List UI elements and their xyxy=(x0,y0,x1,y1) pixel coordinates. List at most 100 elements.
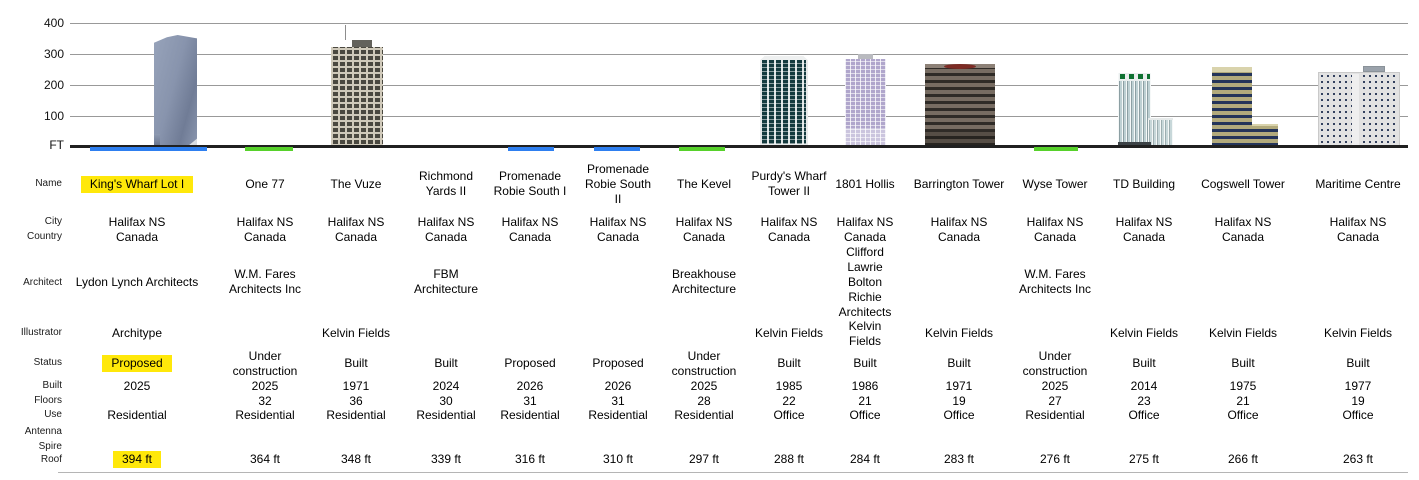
cell-city: Halifax NS xyxy=(67,215,207,230)
cell-roof: 339 ft xyxy=(404,451,488,468)
building-name[interactable]: The Kevel xyxy=(676,176,732,191)
base-section xyxy=(1118,142,1151,146)
cell-name: Barrington Tower xyxy=(903,160,1015,208)
table-row-label-roof: Roof xyxy=(40,454,62,465)
cell-architect: FBM Architecture xyxy=(404,243,488,321)
building-illustration-kings-wharf-lot-1[interactable] xyxy=(154,35,197,146)
gridline xyxy=(70,54,1408,55)
cell-text: Under construction xyxy=(1022,348,1088,378)
cell-name: King's Wharf Lot I xyxy=(67,160,207,208)
cell-floors: 23 xyxy=(1099,394,1189,409)
cell-country: Canada xyxy=(903,230,1015,245)
table-row-label-country: Country xyxy=(26,231,62,242)
cell-name: 1801 Hollis xyxy=(833,160,898,208)
table-row-label-architect: Architect xyxy=(23,277,62,288)
cell-built: 1985 xyxy=(750,379,828,394)
building-name[interactable]: Promenade Robie South I xyxy=(493,169,567,198)
cell-roof: 276 ft xyxy=(1018,451,1092,468)
cell-architect: W.M. Fares Architects Inc xyxy=(228,243,302,321)
cell-status: Proposed xyxy=(492,348,568,379)
cell-text: 288 ft xyxy=(773,452,805,466)
cell-name: TD Building xyxy=(1099,160,1189,208)
building-illustration-cogswell-tower[interactable] xyxy=(1212,67,1278,146)
cell-text: Kelvin Fields xyxy=(1323,326,1393,340)
cell-text: Office xyxy=(1128,408,1160,422)
cell-text: 2025 xyxy=(1041,379,1069,393)
cell-built: 2014 xyxy=(1099,379,1189,394)
cell-country: Canada xyxy=(492,230,568,245)
cell-text: Canada xyxy=(1336,230,1380,244)
building-name[interactable]: One 77 xyxy=(245,176,285,191)
cell-name: One 77 xyxy=(228,160,302,208)
cell-text: Halifax NS xyxy=(236,215,294,229)
cell-status: Built xyxy=(1193,348,1293,379)
cell-text: 1971 xyxy=(342,379,370,393)
cell-text: 310 ft xyxy=(602,452,634,466)
building-name[interactable]: 1801 Hollis xyxy=(835,176,895,191)
cell-text: Kelvin Fields xyxy=(924,326,994,340)
cell-text: 2026 xyxy=(604,379,632,393)
cell-built: 2026 xyxy=(580,379,656,394)
table-row-label-status: Status xyxy=(33,357,62,368)
cell-architect: Clifford Lawrie Bolton Richie Architects xyxy=(833,243,898,321)
cell-text: Canada xyxy=(682,230,726,244)
cell-floors: 22 xyxy=(750,394,828,409)
cell-use: Office xyxy=(903,408,1015,423)
building-name[interactable]: Barrington Tower xyxy=(913,176,1005,191)
cell-text: Residential xyxy=(500,408,560,422)
status-underline-under-construction xyxy=(245,147,293,151)
cell-text: 283 ft xyxy=(943,452,975,466)
building-illustration-barrington-tower[interactable] xyxy=(925,64,995,146)
cell-floors: 27 xyxy=(1018,394,1092,409)
building-name[interactable]: TD Building xyxy=(1112,176,1176,191)
building-illustration-td-building[interactable] xyxy=(1118,73,1173,146)
cell-city: Halifax NS xyxy=(492,215,568,230)
rooftop-mechanical xyxy=(1363,66,1385,72)
building-name[interactable]: Cogswell Tower xyxy=(1201,176,1285,191)
cell-built: 2024 xyxy=(404,379,488,394)
building-name[interactable]: Promenade Robie South II xyxy=(584,161,652,206)
cell-roof: 310 ft xyxy=(580,451,656,468)
cell-text: Halifax NS xyxy=(108,215,166,229)
cell-architect: Lydon Lynch Architects xyxy=(67,243,207,321)
cell-text: 23 xyxy=(1137,394,1151,408)
cell-text: Halifax NS xyxy=(675,215,733,229)
cell-text: Canada xyxy=(508,230,552,244)
bottom-divider xyxy=(58,472,1408,473)
cell-status: Proposed xyxy=(67,348,207,379)
cell-text: 1971 xyxy=(945,379,973,393)
cell-illustrator: Kelvin Fields xyxy=(750,318,828,349)
building-name[interactable]: Richmond Yards II xyxy=(418,169,474,198)
cell-city: Halifax NS xyxy=(404,215,488,230)
cell-text: Built xyxy=(1132,356,1156,370)
building-illustration-purdys-wharf-tower-2[interactable] xyxy=(760,56,808,146)
cell-text: Kelvin Fields xyxy=(1208,326,1278,340)
building-name[interactable]: The Vuze xyxy=(330,176,382,191)
building-name[interactable]: King's Wharf Lot I xyxy=(80,175,194,193)
cell-country: Canada xyxy=(228,230,302,245)
cell-text: Halifax NS xyxy=(760,215,818,229)
cell-city: Halifax NS xyxy=(228,215,302,230)
cell-text: 32 xyxy=(258,394,272,408)
annex-wing xyxy=(1148,118,1173,146)
cell-text: 36 xyxy=(349,394,363,408)
cell-roof: 266 ft xyxy=(1193,451,1293,468)
building-illustration-the-vuze[interactable] xyxy=(331,25,383,146)
cell-text: Canada xyxy=(937,230,981,244)
cell-name: Cogswell Tower xyxy=(1193,160,1293,208)
building-name[interactable]: Purdy's Wharf Tower II xyxy=(751,169,827,198)
building-illustration-maritime-centre[interactable] xyxy=(1318,66,1400,146)
cell-text: Residential xyxy=(326,408,386,422)
cell-text: 22 xyxy=(782,394,796,408)
cell-illustrator: Architype xyxy=(67,318,207,349)
cell-floors: 36 xyxy=(311,394,401,409)
status-underline-proposed xyxy=(90,147,207,151)
rooftop-mechanical xyxy=(858,54,873,59)
cell-city: Halifax NS xyxy=(311,215,401,230)
building-illustration-hollis-1801[interactable] xyxy=(845,54,886,146)
building-name[interactable]: Maritime Centre xyxy=(1315,176,1401,191)
cell-built: 2025 xyxy=(228,379,302,394)
cell-roof: 263 ft xyxy=(1303,451,1413,468)
building-name[interactable]: Wyse Tower xyxy=(1022,176,1088,191)
cell-text: Lydon Lynch Architects xyxy=(75,274,199,289)
